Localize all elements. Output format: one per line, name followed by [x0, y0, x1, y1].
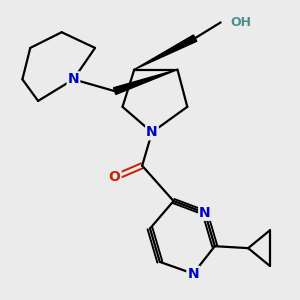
- Polygon shape: [134, 35, 197, 70]
- Text: N: N: [188, 267, 199, 281]
- Text: N: N: [199, 206, 211, 220]
- Text: N: N: [68, 72, 79, 86]
- Polygon shape: [113, 70, 178, 94]
- Text: OH: OH: [230, 16, 251, 29]
- Text: N: N: [146, 125, 158, 139]
- Text: O: O: [109, 170, 121, 184]
